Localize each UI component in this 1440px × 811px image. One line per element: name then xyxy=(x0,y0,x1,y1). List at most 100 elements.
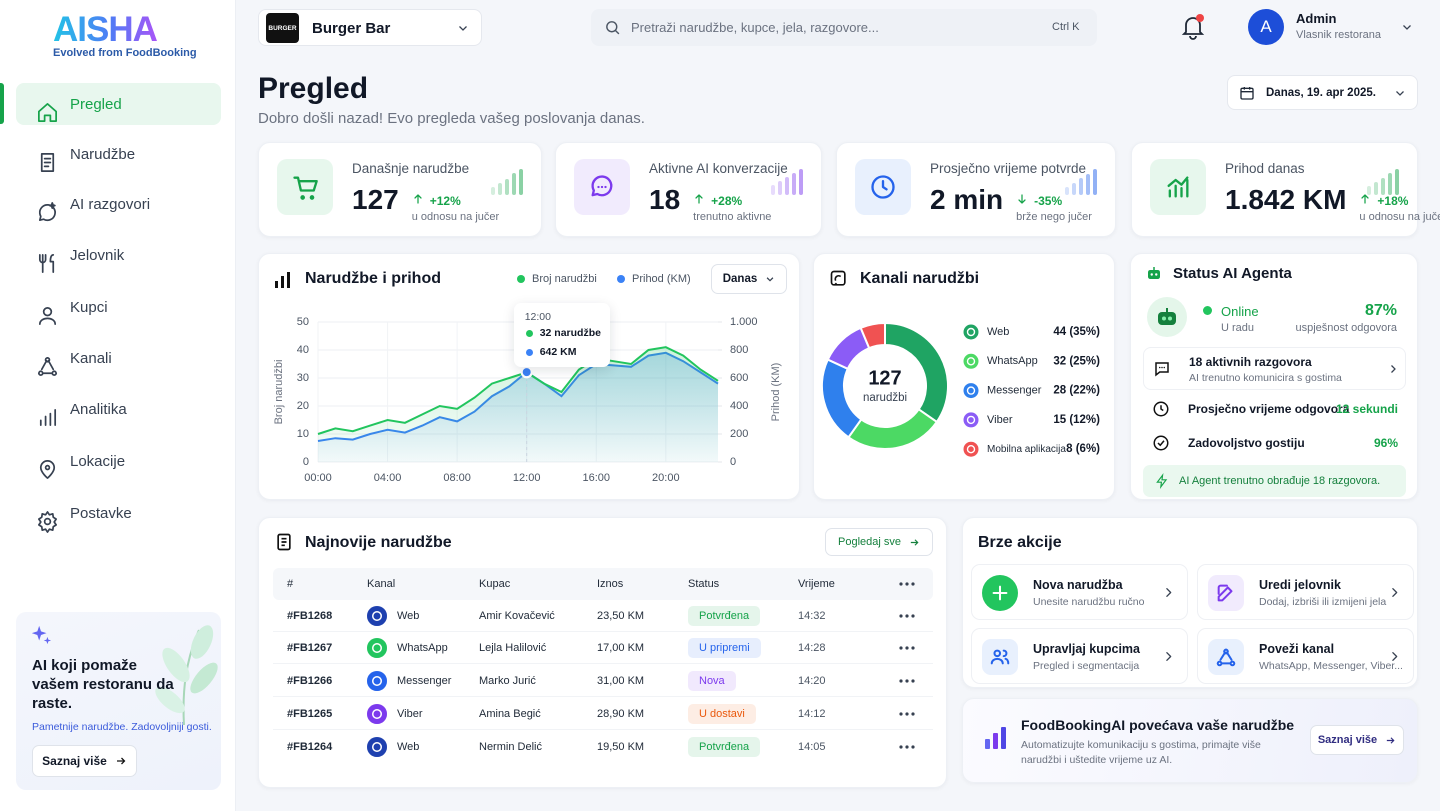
spark-bar xyxy=(1381,178,1385,195)
spark-bar xyxy=(1093,169,1097,195)
column-header: Status xyxy=(688,578,720,590)
kpi-change-group: -35% brže nego jučer xyxy=(1016,183,1092,224)
row-menu[interactable] xyxy=(899,708,915,720)
kpi-row: 127 +12% u odnosu na jučer xyxy=(352,183,499,223)
row-menu[interactable] xyxy=(899,578,915,590)
row-menu[interactable] xyxy=(899,642,915,654)
icon-shape xyxy=(1018,194,1026,204)
row-menu[interactable] xyxy=(899,675,915,687)
icon-part xyxy=(287,272,290,288)
sidebar-promo: AI koji pomaže vašem restoranu da raste.… xyxy=(16,612,221,790)
icon-part xyxy=(190,662,218,694)
search-icon xyxy=(606,21,620,35)
nav-item[interactable]: Jelovnik xyxy=(16,234,221,276)
icon-part xyxy=(1155,273,1158,276)
row-menu[interactable] xyxy=(899,610,915,622)
icon-shape xyxy=(871,175,895,199)
period-filter[interactable]: Danas xyxy=(711,264,787,294)
nav-item[interactable]: Lokacije xyxy=(16,440,221,482)
icon-shape xyxy=(990,649,1010,665)
nav-item[interactable]: Kupci xyxy=(16,286,221,328)
status-note: U radu xyxy=(1221,322,1255,334)
bolt-icon xyxy=(1156,473,1168,489)
channel-name: WhatsApp xyxy=(397,641,448,654)
highlight-point xyxy=(520,366,533,379)
legend-label: Web xyxy=(987,326,1009,338)
donut-chart: Web 44 (35%) WhatsApp 32 (25%) Messenger 28 (… xyxy=(821,321,1100,457)
quick-action[interactable]: Poveži kanal WhatsApp, Messenger, Viber..… xyxy=(1197,628,1414,684)
chevron-icon xyxy=(1388,586,1401,604)
sidebar: AISHA Evolved from FoodBooking AI koji p… xyxy=(0,0,236,811)
search-box[interactable]: Pretraži narudžbe, kupce, jela, razgovor… xyxy=(591,9,1097,46)
logo[interactable]: AISHA xyxy=(53,10,158,49)
amount: 31,00 KM xyxy=(597,674,645,687)
kpi-change: +12% xyxy=(412,193,499,208)
promo-text: Pametnije narudžbe. Zadovoljniji gosti. xyxy=(32,721,212,733)
nav-label: Kupci xyxy=(70,298,108,316)
chevron-icon[interactable] xyxy=(1401,21,1413,33)
icon-part xyxy=(985,739,990,749)
quick-action-icon xyxy=(1208,575,1244,611)
quick-action[interactable]: Nova narudžba Unesite narudžbu ručno xyxy=(971,564,1188,620)
row-menu[interactable] xyxy=(899,741,915,753)
nav-item[interactable]: Analitika xyxy=(16,388,221,430)
icon-part xyxy=(591,175,613,197)
view-all-button[interactable]: Pogledaj sve xyxy=(825,528,933,556)
quick-action[interactable]: Uredi jelovnik Dodaj, izbriši ili izmijen… xyxy=(1197,564,1414,620)
icon-shape xyxy=(459,26,467,31)
status-label: Online xyxy=(1221,304,1259,319)
page-title: Pregled xyxy=(258,72,369,105)
active-indicator xyxy=(0,83,4,124)
y2-tick-label: 800 xyxy=(730,344,748,356)
spark-bar xyxy=(1065,187,1069,195)
nav-label: Narudžbe xyxy=(70,145,136,163)
user-role: Vlasnik restorana xyxy=(1296,29,1381,41)
channel-name: Web xyxy=(397,741,420,753)
legend-swatch xyxy=(617,275,625,283)
kpi-row: 2 min -35% brže nego jučer xyxy=(930,183,1092,223)
filter-label: Danas xyxy=(722,273,758,285)
date-picker[interactable]: Danas, 19. apr 2025. xyxy=(1227,75,1418,110)
nav-item[interactable]: Narudžbe xyxy=(16,133,221,175)
chevron-icon xyxy=(1162,586,1175,604)
spark-bar xyxy=(799,169,803,195)
order-id: #FB1268 xyxy=(287,609,333,622)
legend-icon-inner xyxy=(966,357,976,366)
icon-part xyxy=(1217,584,1233,602)
restaurant-selector[interactable]: BURGER Burger Bar xyxy=(258,9,482,46)
legend-icon-inner xyxy=(966,327,976,337)
nav-item[interactable]: Postavke xyxy=(16,492,221,534)
legend-value: 8 (6%) xyxy=(1066,443,1100,455)
avatar[interactable]: A xyxy=(1248,9,1284,45)
order-id: #FB1267 xyxy=(287,641,333,654)
ai-item[interactable]: 18 aktivnih razgovora AI trenutno komuni… xyxy=(1143,347,1406,390)
y2-tick-label: 600 xyxy=(730,372,748,384)
spark-bar xyxy=(1395,169,1399,195)
icon-part xyxy=(275,281,278,288)
nav-item[interactable]: Pregled xyxy=(16,83,221,125)
nav-item[interactable]: AI razgovori xyxy=(16,183,221,225)
icon-part xyxy=(162,647,190,683)
order-time: 14:20 xyxy=(798,674,826,687)
table-row: #FB1267 WhatsApp Lejla Halilović 17,00 KM U … xyxy=(273,632,933,664)
quick-action-note: Unesite narudžbu ručno xyxy=(1033,596,1145,608)
quick-action-title: Nova narudžba xyxy=(1033,578,1123,592)
kpi-change-value: +12% xyxy=(429,193,461,208)
icon-shape xyxy=(1166,588,1172,597)
promo-button[interactable]: Saznaj više xyxy=(32,745,137,777)
legend-value: 28 (22%) xyxy=(1053,385,1100,397)
nav-item[interactable]: Kanali xyxy=(16,337,221,379)
icon-part xyxy=(1153,401,1169,417)
icon-part xyxy=(899,711,915,716)
order-time: 14:05 xyxy=(798,741,826,753)
y-tick-label: 0 xyxy=(303,456,309,468)
icon-part xyxy=(1168,316,1172,321)
ai-avatar xyxy=(1147,297,1187,337)
ai-item-value: 96% xyxy=(1373,436,1398,450)
chevron-icon xyxy=(1391,365,1396,373)
notification-bell[interactable] xyxy=(1180,14,1206,40)
promo-button[interactable]: Saznaj više xyxy=(1310,725,1404,755)
icon-part xyxy=(911,678,915,683)
quick-action[interactable]: Upravljaj kupcima Pregled i segmentacija xyxy=(971,628,1188,684)
icon-part xyxy=(38,511,57,533)
